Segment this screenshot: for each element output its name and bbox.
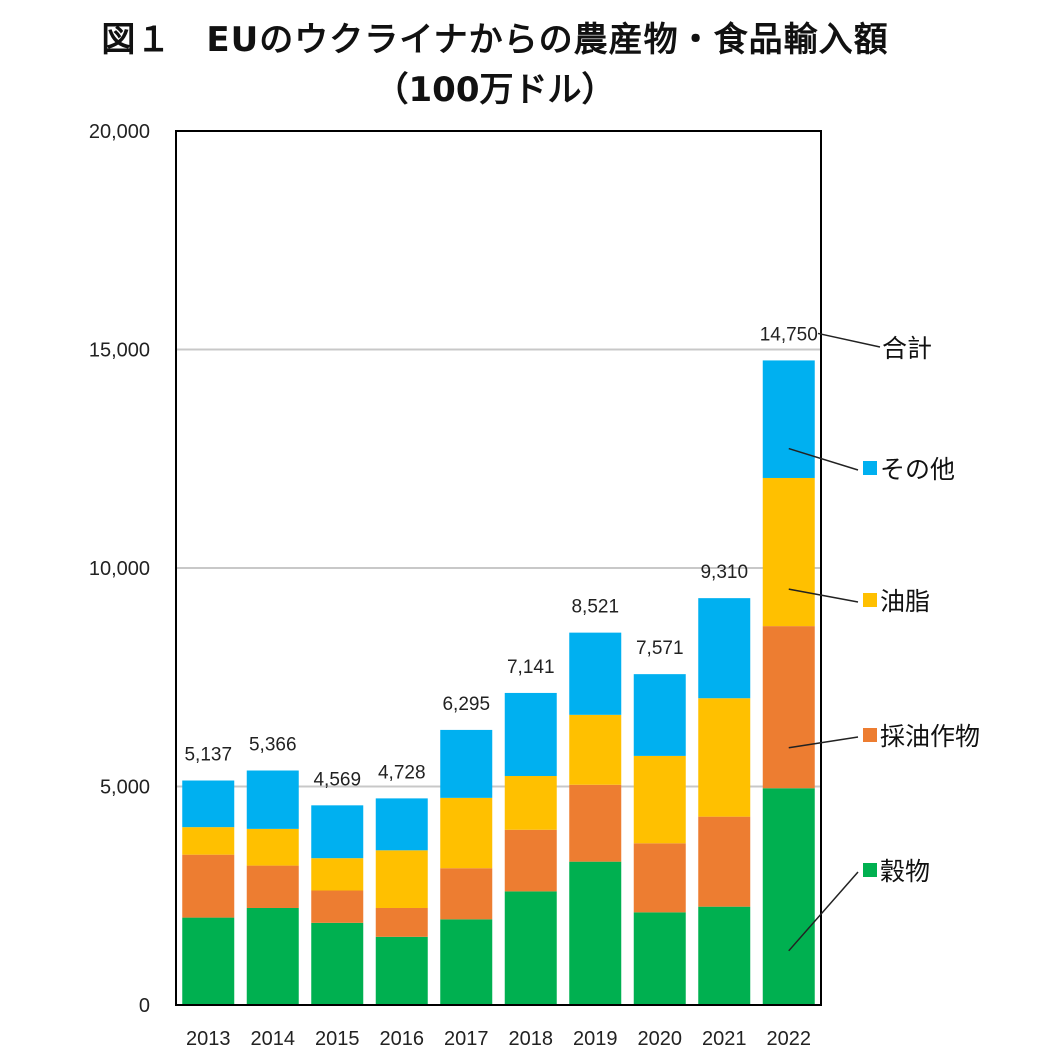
x-tick-label: 2019 bbox=[573, 1028, 618, 1050]
leader-line-total bbox=[817, 332, 881, 348]
legend-swatch bbox=[863, 461, 877, 475]
legend-label: 採油作物 bbox=[880, 722, 980, 751]
chart-title-line1: 図１ EUのウクライナからの農産物・食品輸入額 bbox=[101, 20, 889, 60]
x-tick-label: 2016 bbox=[380, 1028, 425, 1050]
bar-segment bbox=[246, 907, 299, 1005]
plot-area-frame bbox=[175, 130, 822, 1006]
bar-segment bbox=[762, 788, 815, 1005]
bar-segment bbox=[569, 784, 622, 862]
total-data-label: 9,310 bbox=[700, 562, 748, 583]
bar-segment bbox=[246, 828, 299, 866]
bar-segment bbox=[182, 780, 235, 828]
bar-segment bbox=[182, 854, 235, 918]
legend-swatch bbox=[863, 593, 877, 607]
legend-swatch bbox=[863, 728, 877, 742]
y-tick-label: 0 bbox=[139, 995, 150, 1017]
bar-segment bbox=[375, 798, 428, 851]
bar-segment bbox=[246, 865, 299, 908]
bar-segment bbox=[504, 776, 557, 830]
total-data-label: 4,728 bbox=[378, 762, 426, 783]
bar-segment bbox=[762, 360, 815, 478]
bar-segment bbox=[762, 626, 815, 789]
bar-segment bbox=[698, 816, 751, 907]
bar-segment bbox=[569, 632, 622, 715]
bar-segment bbox=[440, 868, 493, 920]
bar-segment bbox=[182, 827, 235, 855]
bar-segment bbox=[504, 829, 557, 892]
bar-segment bbox=[182, 917, 235, 1005]
bar-segment bbox=[375, 850, 428, 908]
total-data-label: 5,366 bbox=[249, 735, 297, 756]
legend-label: その他 bbox=[880, 455, 955, 484]
bar-segment bbox=[375, 936, 428, 1005]
legend-label: 油脂 bbox=[880, 587, 930, 616]
bar-segment bbox=[440, 919, 493, 1005]
bar-segment bbox=[633, 843, 686, 913]
total-data-label: 6,295 bbox=[442, 694, 490, 715]
bar-segment bbox=[633, 674, 686, 756]
legend-total-label: 合計 bbox=[882, 334, 932, 363]
x-tick-label: 2022 bbox=[767, 1028, 812, 1050]
bar-segment bbox=[440, 797, 493, 869]
total-data-label: 4,569 bbox=[313, 769, 361, 790]
bar-segment bbox=[440, 729, 493, 798]
bar-segment bbox=[504, 891, 557, 1005]
leader-line bbox=[788, 447, 859, 471]
bar-segment bbox=[311, 805, 364, 859]
bar-segment bbox=[633, 755, 686, 844]
leader-line bbox=[788, 736, 859, 749]
bar-segment bbox=[311, 922, 364, 1005]
y-tick-label: 10,000 bbox=[89, 558, 150, 580]
legend-swatch bbox=[863, 863, 877, 877]
bar-segment bbox=[698, 598, 751, 699]
total-data-label: 8,521 bbox=[571, 597, 619, 618]
bar-segment bbox=[633, 912, 686, 1005]
bar-segment bbox=[569, 861, 622, 1005]
x-tick-label: 2020 bbox=[638, 1028, 683, 1050]
bar-segment bbox=[698, 906, 751, 1005]
y-tick-label: 5,000 bbox=[100, 777, 150, 799]
x-tick-label: 2015 bbox=[315, 1028, 360, 1050]
bar-segment bbox=[311, 890, 364, 923]
y-tick-label: 20,000 bbox=[89, 121, 150, 143]
bar-segment bbox=[569, 714, 622, 785]
x-tick-label: 2014 bbox=[251, 1028, 296, 1050]
x-tick-label: 2018 bbox=[509, 1028, 554, 1050]
leader-line bbox=[788, 871, 859, 952]
total-data-label: 5,137 bbox=[184, 745, 232, 766]
y-tick-label: 15,000 bbox=[89, 340, 150, 362]
bar-segment bbox=[762, 477, 815, 627]
leader-line bbox=[788, 588, 859, 603]
bar-segment bbox=[311, 858, 364, 891]
x-tick-label: 2017 bbox=[444, 1028, 489, 1050]
chart-title-line2: （100万ドル） bbox=[374, 70, 616, 110]
bar-segment bbox=[375, 907, 428, 937]
total-data-label: 14,750 bbox=[760, 324, 818, 345]
total-data-label: 7,571 bbox=[636, 638, 684, 659]
x-tick-label: 2021 bbox=[702, 1028, 747, 1050]
bar-segment bbox=[504, 692, 557, 777]
bar-segment bbox=[246, 770, 299, 829]
legend-label: 穀物 bbox=[880, 857, 930, 886]
bar-segment bbox=[698, 698, 751, 817]
total-data-label: 7,141 bbox=[507, 657, 555, 678]
x-tick-label: 2013 bbox=[186, 1028, 231, 1050]
